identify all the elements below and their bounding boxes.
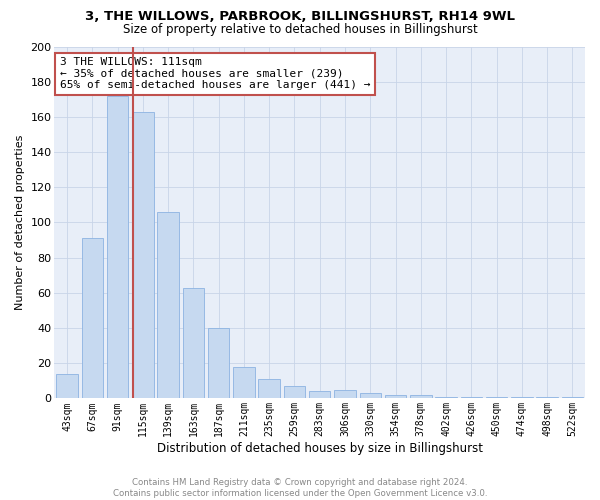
Bar <box>56 374 78 398</box>
Bar <box>334 390 356 398</box>
Bar <box>309 392 331 398</box>
Bar <box>259 379 280 398</box>
Bar <box>436 396 457 398</box>
Bar <box>486 396 508 398</box>
Bar <box>208 328 229 398</box>
Bar <box>385 395 406 398</box>
X-axis label: Distribution of detached houses by size in Billingshurst: Distribution of detached houses by size … <box>157 442 483 455</box>
Bar <box>157 212 179 398</box>
Bar <box>410 395 431 398</box>
Text: Size of property relative to detached houses in Billingshurst: Size of property relative to detached ho… <box>122 22 478 36</box>
Bar <box>284 386 305 398</box>
Bar <box>132 112 154 399</box>
Text: 3 THE WILLOWS: 111sqm
← 35% of detached houses are smaller (239)
65% of semi-det: 3 THE WILLOWS: 111sqm ← 35% of detached … <box>60 57 370 90</box>
Y-axis label: Number of detached properties: Number of detached properties <box>15 135 25 310</box>
Bar <box>536 396 558 398</box>
Bar <box>233 366 254 398</box>
Bar <box>511 396 533 398</box>
Bar <box>359 393 381 398</box>
Bar <box>82 238 103 398</box>
Text: Contains HM Land Registry data © Crown copyright and database right 2024.
Contai: Contains HM Land Registry data © Crown c… <box>113 478 487 498</box>
Bar <box>461 396 482 398</box>
Bar <box>182 288 204 399</box>
Text: 3, THE WILLOWS, PARBROOK, BILLINGSHURST, RH14 9WL: 3, THE WILLOWS, PARBROOK, BILLINGSHURST,… <box>85 10 515 23</box>
Bar <box>562 396 583 398</box>
Bar <box>107 96 128 398</box>
